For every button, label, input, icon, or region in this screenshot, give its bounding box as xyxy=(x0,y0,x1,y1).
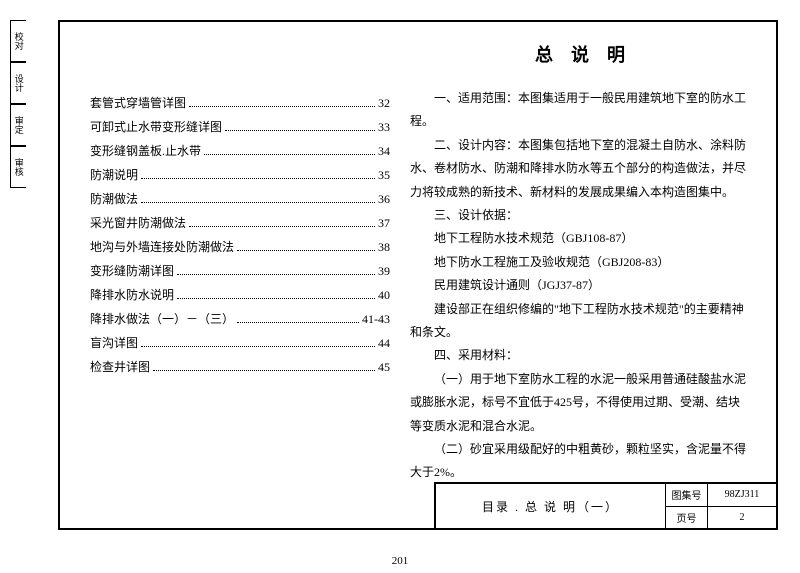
toc-label: 地沟与外墙连接处防潮做法 xyxy=(90,238,234,255)
toc-page: 41-43 xyxy=(362,312,390,327)
paragraph: 建设部正在组织修编的"地下工程防水技术规范"的主要精神和条文。 xyxy=(410,298,750,345)
toc-row: 可卸式止水带变形缝详图 33 xyxy=(90,118,390,135)
paragraph: （二）砂宜采用级配好的中粗黄砂，颗粒坚实，含泥量不得大于2%。 xyxy=(410,438,750,485)
toc-row: 套管式穿墙管详图 32 xyxy=(90,94,390,111)
toc-row: 变形缝防潮详图 39 xyxy=(90,262,390,279)
toc-dots xyxy=(189,226,375,227)
section-title: 总说明 xyxy=(410,38,750,73)
toc-page: 33 xyxy=(378,120,390,135)
paragraph: 一、适用范围：本图集适用于一般民用建筑地下室的防水工程。 xyxy=(410,87,750,134)
tab-3: 审定 xyxy=(10,104,26,146)
toc-label: 变形缝钢盖板.止水带 xyxy=(90,142,201,159)
paragraph: 四、采用材料： xyxy=(410,344,750,367)
toc-row: 防潮说明 35 xyxy=(90,166,390,183)
paragraph: （一）用于地下室防水工程的水泥一般采用普通硅酸盐水泥或膨胀水泥，标号不宜低于42… xyxy=(410,368,750,438)
toc-row: 防潮做法 36 xyxy=(90,190,390,207)
page-value: 2 xyxy=(708,507,776,529)
toc-dots xyxy=(153,370,375,371)
set-label: 图集号 xyxy=(666,484,708,506)
toc-dots xyxy=(225,130,375,131)
toc-row: 降排水做法（一）－（三） 41-43 xyxy=(90,310,390,327)
toc-dots xyxy=(141,202,375,203)
paragraph: 二、设计内容：本图集包括地下室的混凝土自防水、涂料防水、卷材防水、防潮和降排水防… xyxy=(410,134,750,204)
toc-label: 套管式穿墙管详图 xyxy=(90,94,186,111)
paragraph: 地下防水工程施工及验收规范（GBJ208-83） xyxy=(410,251,750,274)
page-number: 201 xyxy=(0,555,800,567)
toc-label: 防潮说明 xyxy=(90,166,138,183)
toc-page: 35 xyxy=(378,168,390,183)
toc-column: 套管式穿墙管详图 32 可卸式止水带变形缝详图 33 变形缝钢盖板.止水带 34 防潮说明 3… xyxy=(70,38,400,478)
toc-row: 变形缝钢盖板.止水带 34 xyxy=(90,142,390,159)
toc-label: 采光窗井防潮做法 xyxy=(90,214,186,231)
tab-4: 审核 xyxy=(10,146,26,188)
paragraph: 民用建筑设计通则（JGJ37-87） xyxy=(410,274,750,297)
toc-label: 变形缝防潮详图 xyxy=(90,262,174,279)
toc-row: 采光窗井防潮做法 37 xyxy=(90,214,390,231)
toc-page: 36 xyxy=(378,192,390,207)
toc-page: 37 xyxy=(378,216,390,231)
toc-page: 44 xyxy=(378,336,390,351)
toc-page: 38 xyxy=(378,240,390,255)
toc-row: 盲沟详图 44 xyxy=(90,334,390,351)
toc-page: 40 xyxy=(378,288,390,303)
toc-dots xyxy=(177,274,375,275)
tab-1: 校对 xyxy=(10,20,26,62)
title-block: 目录 . 总 说 明（一） 图集号 98ZJ311 页号 2 xyxy=(434,482,776,528)
toc-label: 可卸式止水带变形缝详图 xyxy=(90,118,222,135)
toc-dots xyxy=(189,106,375,107)
tab-2: 设计 xyxy=(10,62,26,104)
toc-page: 34 xyxy=(378,144,390,159)
main-content: 套管式穿墙管详图 32 可卸式止水带变形缝详图 33 变形缝钢盖板.止水带 34 防潮说明 3… xyxy=(70,38,766,478)
toc-label: 降排水防水说明 xyxy=(90,286,174,303)
toc-dots xyxy=(141,178,375,179)
toc-page: 39 xyxy=(378,264,390,279)
toc-dots xyxy=(237,250,375,251)
page-label: 页号 xyxy=(666,507,708,529)
paragraph: 地下工程防水技术规范（GBJ108-87） xyxy=(410,227,750,250)
drawing-title: 目录 . 总 说 明（一） xyxy=(436,484,666,528)
toc-dots xyxy=(141,346,375,347)
toc-row: 降排水防水说明 40 xyxy=(90,286,390,303)
toc-dots xyxy=(237,322,359,323)
toc-label: 防潮做法 xyxy=(90,190,138,207)
toc-row: 检查井详图 45 xyxy=(90,358,390,375)
toc-row: 地沟与外墙连接处防潮做法 38 xyxy=(90,238,390,255)
toc-dots xyxy=(177,298,375,299)
paragraph: 三、设计依据： xyxy=(410,204,750,227)
toc-label: 降排水做法（一）－（三） xyxy=(90,310,234,327)
toc-label: 盲沟详图 xyxy=(90,334,138,351)
side-tabs: 校对 设计 审定 审核 xyxy=(10,20,52,188)
toc-page: 45 xyxy=(378,360,390,375)
set-value: 98ZJ311 xyxy=(708,484,776,506)
toc-page: 32 xyxy=(378,96,390,111)
text-column: 总说明 一、适用范围：本图集适用于一般民用建筑地下室的防水工程。二、设计内容：本… xyxy=(400,38,766,478)
toc-dots xyxy=(204,154,375,155)
toc-label: 检查井详图 xyxy=(90,358,150,375)
